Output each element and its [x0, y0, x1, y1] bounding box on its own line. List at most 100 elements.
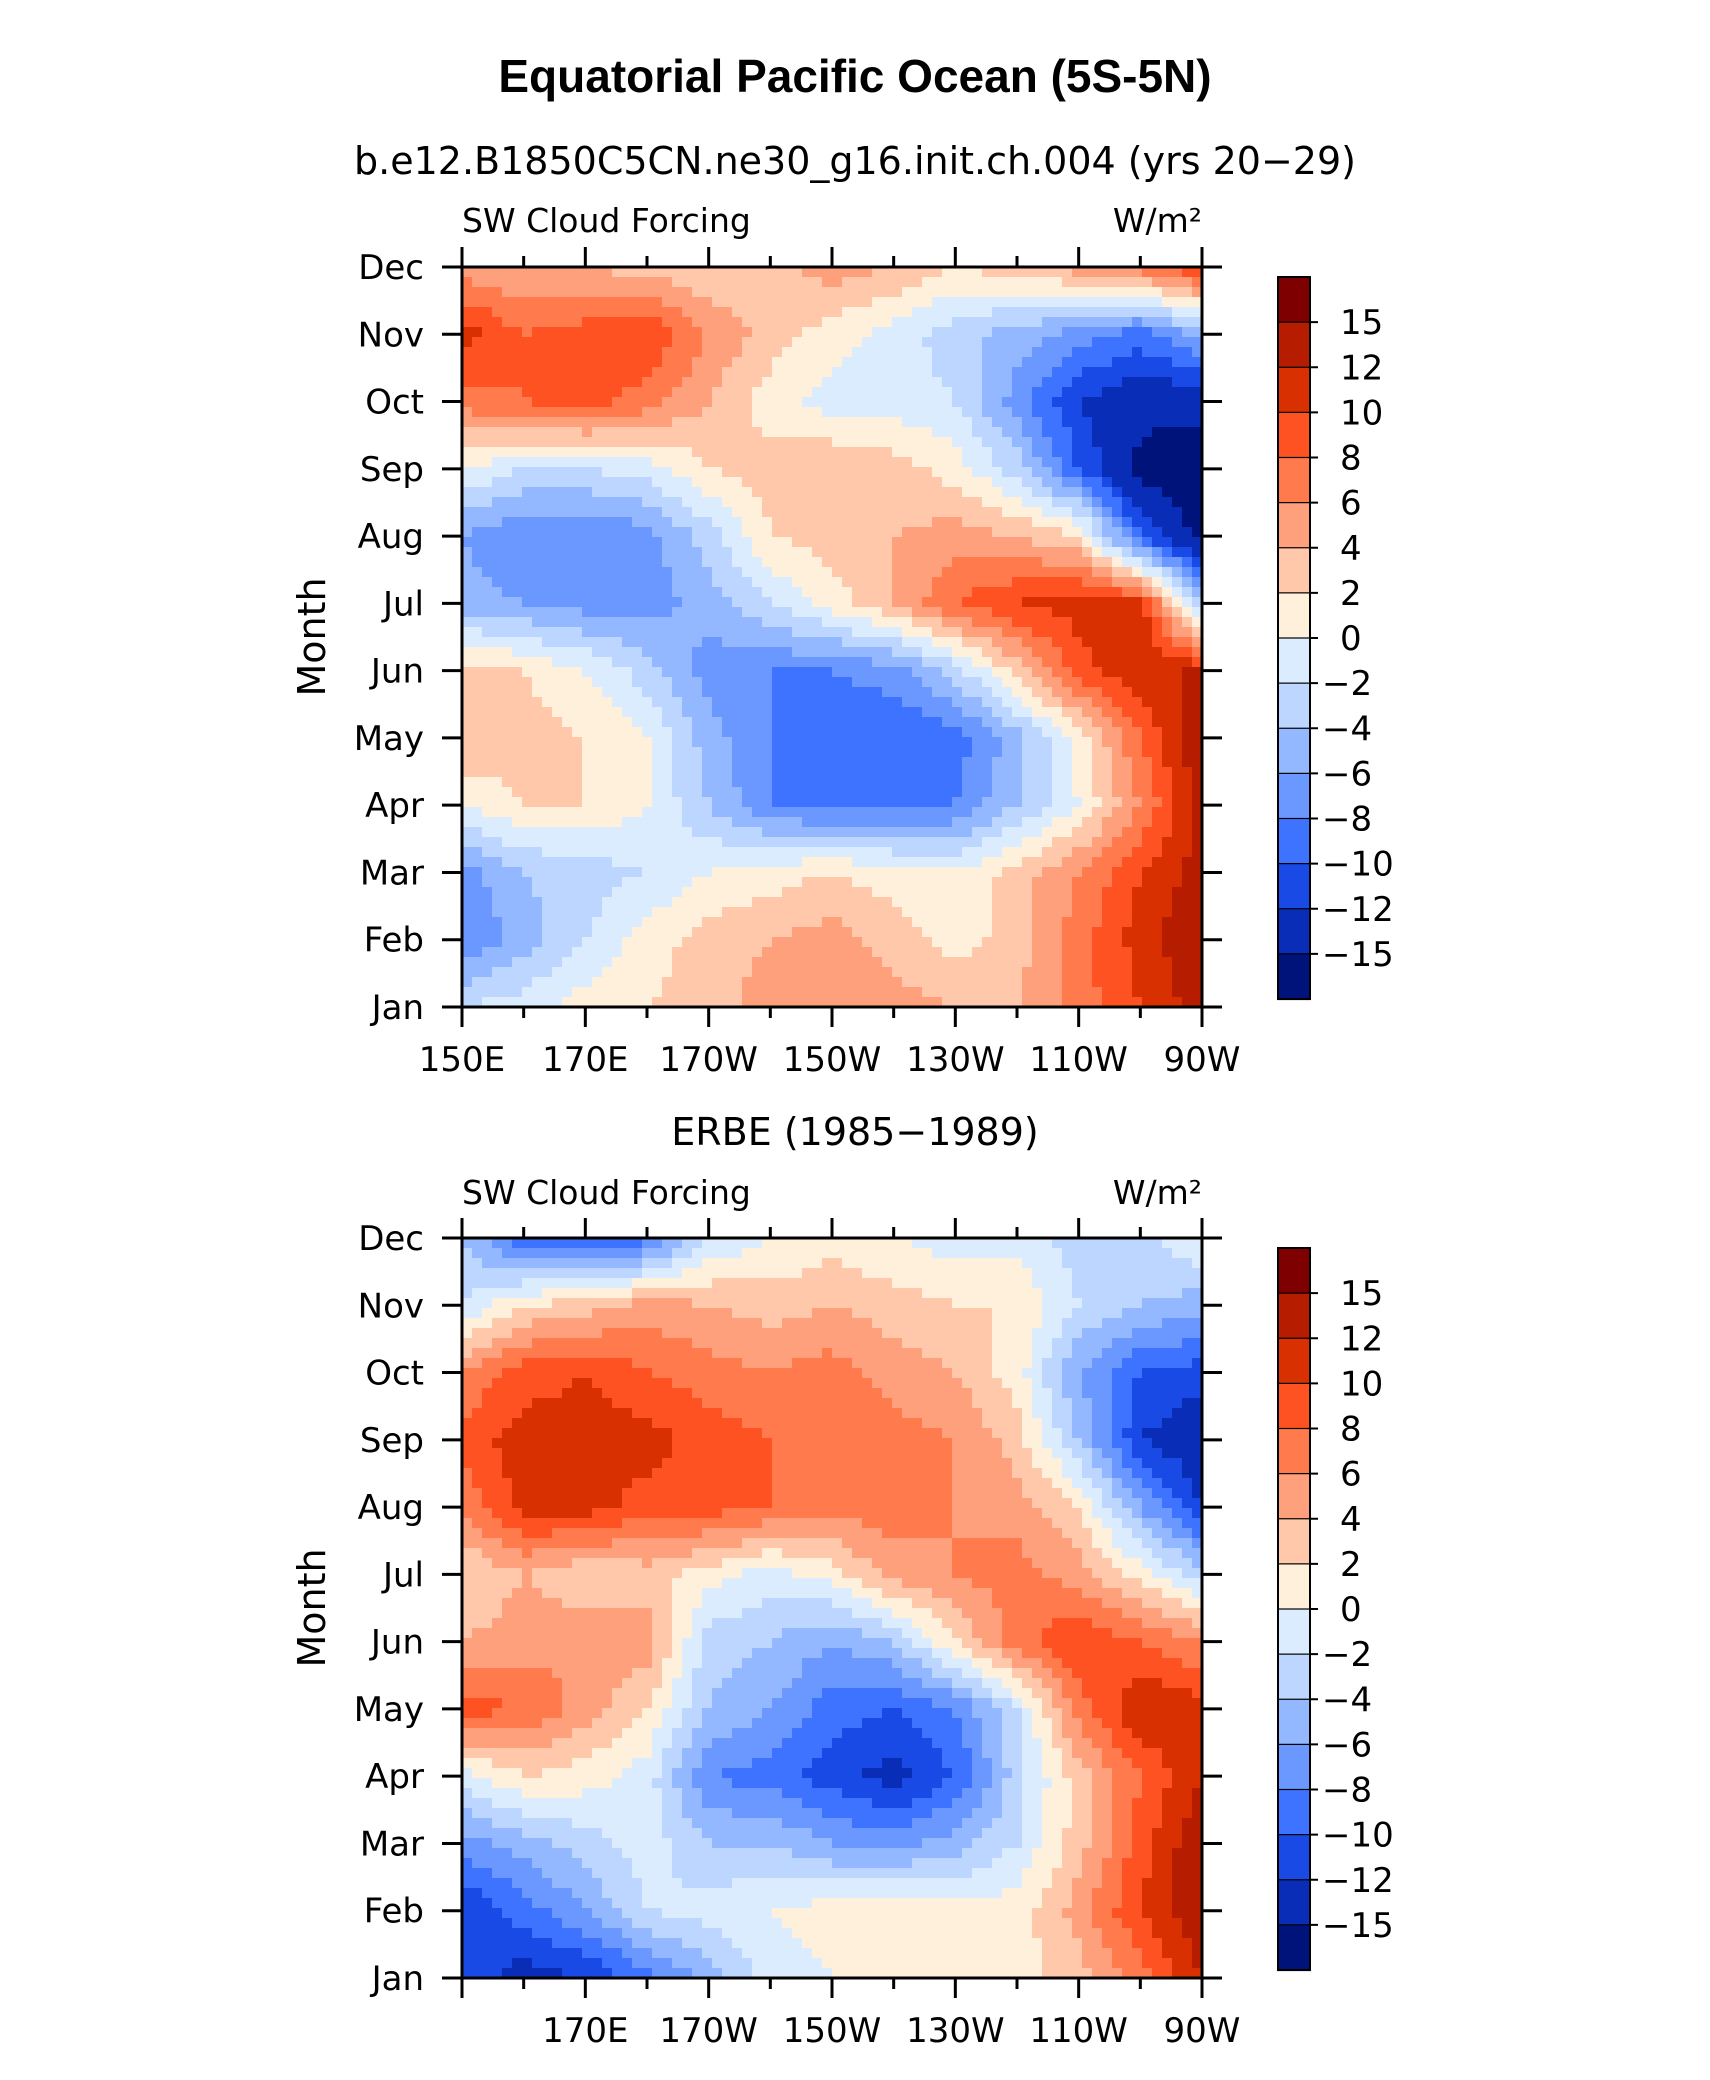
contour-cell [942, 507, 953, 518]
contour-cell [952, 547, 963, 558]
contour-cell [832, 707, 843, 718]
contour-cell [662, 367, 673, 378]
contour-cell [502, 907, 513, 918]
contour-cell [812, 267, 823, 278]
contour-cell [612, 657, 623, 668]
contour-cell [852, 297, 863, 308]
contour-cell [802, 827, 813, 838]
contour-cell [952, 657, 963, 668]
contour-cell [1042, 827, 1053, 838]
contour-cell [1132, 517, 1143, 528]
contour-cell [922, 337, 933, 348]
contour-cell [532, 717, 543, 728]
contour-cell [1172, 277, 1183, 288]
contour-cell [692, 847, 703, 858]
contour-cell [962, 817, 973, 828]
contour-cell [1012, 767, 1023, 778]
contour-cell [672, 477, 683, 488]
contour-cell [652, 277, 663, 288]
contour-cell [502, 307, 513, 318]
contour-cell [872, 377, 883, 388]
contour-cell [1162, 317, 1173, 328]
contour-cell [992, 267, 1003, 278]
contour-cell [1142, 417, 1153, 428]
contour-cell [522, 557, 533, 568]
contour-cell [842, 317, 853, 328]
contour-cell [822, 457, 833, 468]
contour-cell [982, 747, 993, 758]
contour-cell [1002, 617, 1013, 628]
contour-cell [1032, 657, 1043, 668]
contour-cell [1042, 657, 1053, 668]
contour-cell [1032, 427, 1043, 438]
contour-cell [532, 567, 543, 578]
contour-cell [1162, 657, 1173, 668]
contour-cell [742, 677, 753, 688]
contour-cell [772, 367, 783, 378]
contour-cell [482, 687, 493, 698]
contour-cell [802, 857, 813, 868]
contour-cell [932, 607, 943, 618]
contour-cell [602, 547, 613, 558]
contour-cell [792, 927, 803, 938]
contour-cell [592, 687, 603, 698]
contour-cell [662, 707, 673, 718]
contour-cell [922, 487, 933, 498]
contour-cell [942, 357, 953, 368]
contour-cell [562, 617, 573, 628]
contour-cell [912, 347, 923, 358]
contour-cell [662, 287, 673, 298]
contour-cell [792, 827, 803, 838]
contour-cell [902, 287, 913, 298]
contour-cell [1012, 627, 1023, 638]
contour-cell [832, 337, 843, 348]
contour-cell [722, 397, 733, 408]
contour-cell [732, 797, 743, 808]
contour-cell [922, 457, 933, 468]
contour-cell [892, 377, 903, 388]
contour-cell [1132, 777, 1143, 788]
contour-cell [1062, 577, 1073, 588]
contour-cell [472, 677, 483, 688]
contour-cell [592, 277, 603, 288]
contour-cell [492, 887, 503, 898]
contour-cell [702, 727, 713, 738]
contour-cell [682, 787, 693, 798]
contour-cell [792, 687, 803, 698]
contour-cell [912, 447, 923, 458]
contour-cell [922, 357, 933, 368]
contour-cell [612, 877, 623, 888]
contour-cell [992, 537, 1003, 548]
contour-cell [672, 267, 683, 278]
contour-cell [832, 347, 843, 358]
contour-cell [972, 507, 983, 518]
contour-cell [1142, 457, 1153, 468]
contour-cell [1042, 667, 1053, 678]
contour-cell [632, 527, 643, 538]
contour-cell [1022, 667, 1033, 678]
contour-cell [632, 827, 643, 838]
contour-cell [732, 307, 743, 318]
contour-cell [1162, 897, 1173, 908]
contour-cell [752, 757, 763, 768]
contour-cell [1112, 657, 1123, 668]
contour-cell [782, 417, 793, 428]
contour-cell [1072, 887, 1083, 898]
contour-cell [762, 617, 773, 628]
contour-cell [1122, 687, 1133, 698]
contour-cell [532, 277, 543, 288]
contour-cell [952, 537, 963, 548]
contour-cell [982, 287, 993, 298]
contour-cell [712, 667, 723, 678]
contour-cell [962, 387, 973, 398]
contour-cell [472, 627, 483, 638]
contour-cell [572, 567, 583, 578]
contour-cell [972, 747, 983, 758]
contour-cell [1112, 447, 1123, 458]
contour-cell [1192, 637, 1203, 648]
contour-cell [1142, 407, 1153, 418]
contour-cell [892, 707, 903, 718]
contour-cell [942, 667, 953, 678]
contour-cell [692, 757, 703, 768]
contour-cell [1172, 717, 1183, 728]
